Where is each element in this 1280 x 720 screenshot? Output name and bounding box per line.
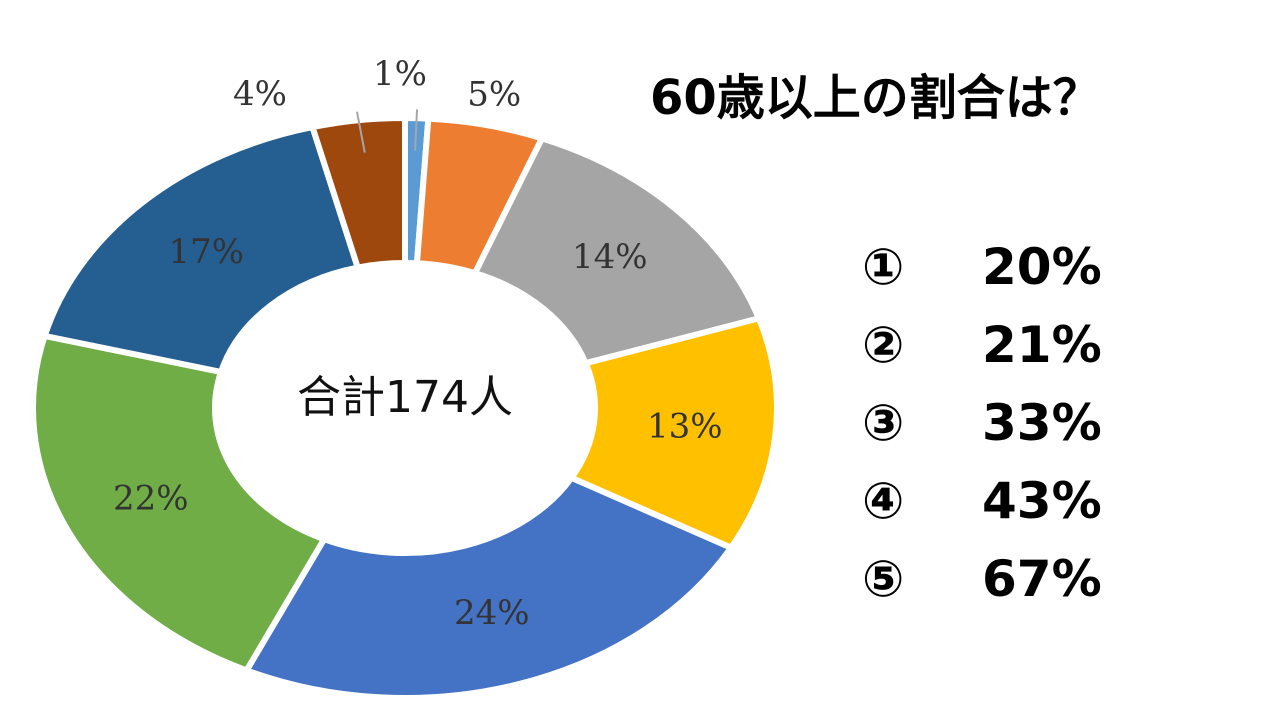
slice-14pct (470, 134, 763, 367)
slice-4pct (308, 114, 408, 272)
choice-number: ⑤ (862, 550, 905, 608)
choice-number: ③ (862, 394, 905, 452)
choice-3: ③ 33% (862, 384, 1102, 462)
question-title: 60歳以上の割合は？ (650, 70, 1101, 126)
choice-number: ④ (862, 472, 905, 530)
choice-number: ① (862, 238, 905, 296)
slice-13pct (566, 314, 780, 552)
slice-24pct (242, 474, 736, 701)
choice-number: ② (862, 316, 905, 374)
donut-chart: 1% 5% 14% 13% 24% 22% 17% 4% 合計174人 (30, 54, 780, 701)
choice-text: 21% (982, 316, 1102, 374)
slice-label: 13% (647, 406, 723, 446)
choice-text: 20% (982, 238, 1102, 296)
slice-label: 14% (572, 237, 648, 277)
choice-text: 43% (982, 472, 1102, 530)
choice-text: 33% (982, 394, 1102, 452)
slice-label: 1% (373, 54, 427, 94)
slice-label: 22% (113, 479, 189, 519)
choice-4: ④ 43% (862, 462, 1102, 540)
slice-17pct (40, 123, 362, 376)
slice-label: 17% (169, 232, 245, 272)
choice-text: 67% (982, 550, 1102, 608)
answer-choices: ① 20% ② 21% ③ 33% ④ 43% ⑤ 67% (862, 228, 1102, 618)
slice-label: 24% (454, 593, 530, 633)
choice-1: ① 20% (862, 228, 1102, 306)
leader-line (414, 109, 419, 151)
leader-line (355, 111, 366, 153)
slice-label: 4% (233, 74, 287, 114)
slice-label: 5% (467, 75, 521, 115)
choice-5: ⑤ 67% (862, 540, 1102, 618)
slice-22pct (30, 332, 329, 675)
choice-2: ② 21% (862, 306, 1102, 384)
center-total-label: 合計174人 (297, 372, 513, 423)
